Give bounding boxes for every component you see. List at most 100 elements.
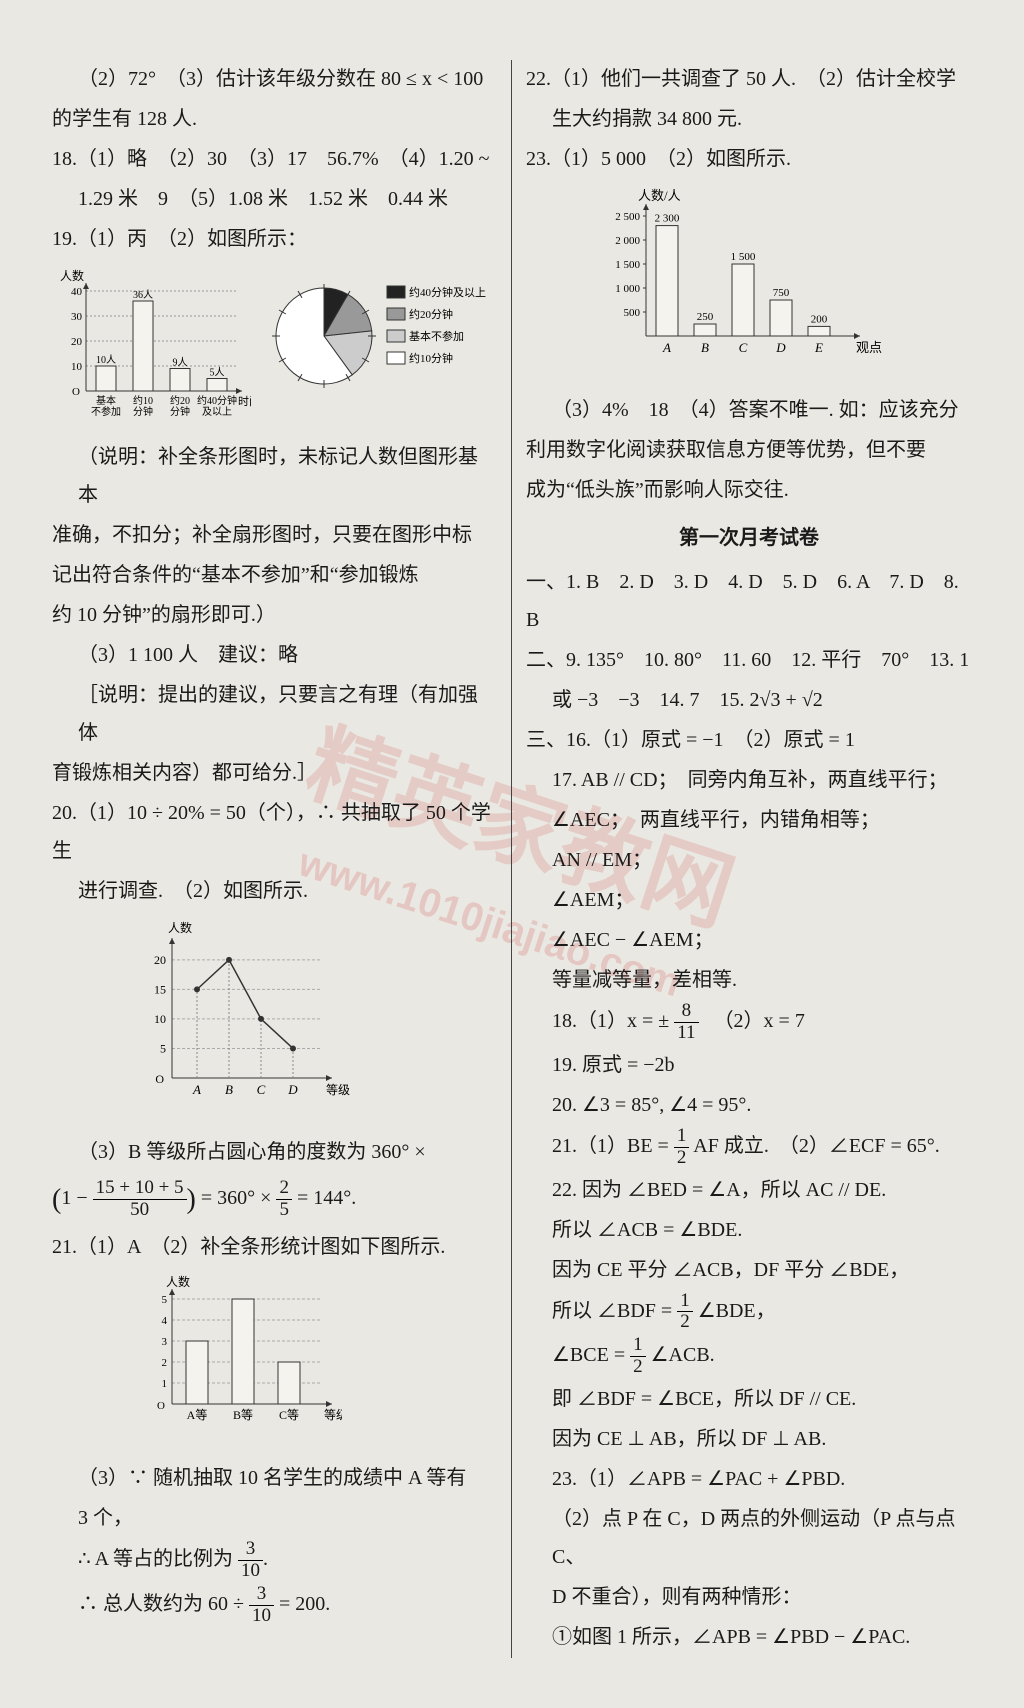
svg-text:A: A [192, 1082, 201, 1097]
q19-charts: 人数1020304010人基本不参加36人约10分钟9人约20分钟5人约40分钟… [52, 266, 497, 426]
svg-text:约40分钟: 约40分钟 [197, 394, 237, 407]
q22r5: ∠BCE = 12 ∠ACB. [526, 1335, 972, 1378]
q17-b: ∠AEC； 两直线平行，内错角相等； [526, 801, 972, 839]
svg-text:D: D [287, 1082, 298, 1097]
q22-line2: 生大约捐款 34 800 元. [526, 100, 972, 138]
note-line: 育锻炼相关内容）都可给分.］ [52, 754, 497, 792]
svg-text:1 000: 1 000 [615, 283, 640, 295]
q22r4: 所以 ∠BDF = 12 ∠BDE， [526, 1291, 972, 1334]
q20-line-chart: 人数5101520ABCDO等级 [132, 918, 352, 1108]
svg-text:10: 10 [154, 1012, 166, 1026]
q23r4: ①如图 1 所示，∠APB = ∠PBD − ∠PAC. [526, 1618, 972, 1656]
svg-text:B等: B等 [233, 1408, 253, 1422]
q23-bar-chart: 人数/人5001 0001 5002 0002 5002 300A250B1 5… [596, 186, 886, 366]
svg-text:B: B [225, 1082, 233, 1097]
svg-text:1 500: 1 500 [731, 251, 756, 263]
svg-text:约10: 约10 [133, 394, 153, 407]
q23-3: （3）4% 18 （4）答案不唯一. 如：应该充分 [526, 391, 972, 429]
svg-text:10人: 10人 [96, 354, 116, 366]
svg-text:200: 200 [811, 313, 828, 325]
q18-line1: 18.（1）略 （2）30 （3）17 56.7% （4）1.20 ~ [52, 140, 497, 178]
note-line: 记出符合条件的“基本不参加”和“参加锻炼 [52, 556, 497, 594]
svg-text:时间: 时间 [238, 395, 251, 408]
svg-text:36人: 36人 [133, 289, 153, 301]
q20-line1: 20.（1）10 ÷ 20% = 50（个），∴ 共抽取了 50 个学生 [52, 794, 497, 870]
q23-3c: 成为“低头族”而影响人际交往. [526, 471, 972, 509]
svg-text:1: 1 [162, 1378, 168, 1390]
q20-chart: 人数5101520ABCDO等级 [52, 918, 497, 1121]
exam-title: 第一次月考试卷 [526, 519, 972, 557]
svg-text:4: 4 [162, 1315, 168, 1327]
svg-text:D: D [775, 340, 786, 355]
q23r1: 23.（1）∠APB = ∠PAC + ∠PBD. [526, 1460, 972, 1498]
svg-text:A等: A等 [187, 1408, 208, 1422]
q18-line2: 1.29 米 9 （5）1.08 米 1.52 米 0.44 米 [52, 180, 497, 218]
svg-text:不参加: 不参加 [91, 405, 121, 418]
q17-f: 等量减等量，差相等. [526, 961, 972, 999]
svg-text:2 500: 2 500 [615, 211, 640, 223]
svg-text:观点: 观点 [856, 340, 882, 355]
svg-text:人数: 人数 [166, 1274, 190, 1289]
svg-text:9人: 9人 [173, 357, 188, 369]
svg-text:20: 20 [71, 336, 83, 348]
svg-text:1 500: 1 500 [615, 259, 640, 271]
section2b: 或 −3 −3 14. 7 15. 2√3 + √2 [526, 681, 972, 719]
q23r2: （2）点 P 在 C，D 两点的外侧运动（P 点与点 C、 [526, 1500, 972, 1576]
q21-3b: 3 个， [52, 1499, 497, 1537]
svg-text:人数/人: 人数/人 [638, 188, 681, 203]
q22r1: 22. 因为 ∠BED = ∠A，所以 AC // DE. [526, 1171, 972, 1209]
svg-text:2 000: 2 000 [615, 235, 640, 247]
svg-text:O: O [72, 386, 80, 398]
svg-text:5: 5 [160, 1041, 166, 1055]
svg-text:约40分钟及以上: 约40分钟及以上 [409, 285, 486, 299]
q23-3b: 利用数字化阅读获取信息方便等优势，但不要 [526, 431, 972, 469]
svg-text:5人: 5人 [210, 367, 225, 379]
svg-text:2: 2 [162, 1357, 168, 1369]
svg-text:500: 500 [624, 307, 641, 319]
q17-e: ∠AEC − ∠AEM； [526, 921, 972, 959]
q20r: 20. ∠3 = 85°, ∠4 = 95°. [526, 1086, 972, 1124]
svg-text:及以上: 及以上 [202, 406, 232, 418]
q23r3: D 不重合），则有两种情形： [526, 1578, 972, 1616]
svg-text:人数: 人数 [168, 920, 192, 935]
q22r6: 即 ∠BDF = ∠BCE，所以 DF // CE. [526, 1380, 972, 1418]
svg-text:20: 20 [154, 953, 166, 967]
q19-pie-chart: 约40分钟及以上约20分钟基本不参加约10分钟 [269, 266, 497, 416]
q22r3: 因为 CE 平分 ∠ACB，DF 平分 ∠BDE， [526, 1251, 972, 1289]
q23-chart: 人数/人5001 0001 5002 0002 5002 300A250B1 5… [526, 186, 972, 379]
svg-text:约20分钟: 约20分钟 [409, 307, 453, 321]
svg-text:2 300: 2 300 [655, 213, 680, 225]
section2: 二、9. 135° 10. 80° 11. 60 12. 平行 70° 13. … [526, 641, 972, 679]
svg-text:B: B [701, 340, 709, 355]
svg-text:C: C [257, 1082, 266, 1097]
q17-c: AN // EM； [526, 841, 972, 879]
q22r2: 所以 ∠ACB = ∠BDE. [526, 1211, 972, 1249]
q22r7: 因为 CE ⊥ AB，所以 DF ⊥ AB. [526, 1420, 972, 1458]
svg-text:约20: 约20 [170, 394, 190, 407]
q22-line1: 22.（1）他们一共调查了 50 人. （2）估计全校学 [526, 60, 972, 98]
note-line: 约 10 分钟”的扇形即可.） [52, 596, 497, 634]
svg-text:15: 15 [154, 982, 166, 996]
svg-text:C等: C等 [279, 1408, 299, 1422]
note-line: 准确，不扣分；补全扇形图时，只要在图形中标 [52, 516, 497, 554]
q21-3c: ∴ A 等占的比例为 310. [52, 1539, 497, 1582]
note-line: ［说明：提出的建议，只要言之有理（有加强体 [52, 676, 497, 752]
svg-text:O: O [157, 1400, 165, 1412]
svg-text:C: C [739, 340, 748, 355]
svg-text:约10分钟: 约10分钟 [409, 351, 453, 365]
svg-text:40: 40 [71, 286, 83, 298]
section3: 三、16.（1）原式 = −1 （2）原式 = 1 [526, 721, 972, 759]
q20-3a: （3）B 等级所占圆心角的度数为 360° × [52, 1133, 497, 1171]
svg-text:基本不参加: 基本不参加 [409, 329, 464, 343]
q17-a: 17. AB // CD； 同旁内角互补，两直线平行； [526, 761, 972, 799]
q20-line2: 进行调查. （2）如图所示. [52, 872, 497, 910]
q19-bar-chart: 人数1020304010人基本不参加36人约10分钟9人约20分钟5人约40分钟… [52, 266, 251, 426]
q19-3: （3）1 100 人 建议：略 [52, 636, 497, 674]
q23-line1: 23.（1）5 000 （2）如图所示. [526, 140, 972, 178]
svg-text:3: 3 [162, 1336, 168, 1348]
left-column: （2）72° （3）估计该年级分数在 80 ≤ x < 100 的学生有 128… [38, 60, 512, 1658]
q21-line1: 21.（1）A （2）补全条形统计图如下图所示. [52, 1228, 497, 1266]
right-column: 22.（1）他们一共调查了 50 人. （2）估计全校学 生大约捐款 34 80… [512, 60, 986, 1658]
q21r: 21.（1）BE = 12 AF 成立. （2）∠ECF = 65°. [526, 1126, 972, 1169]
q21-3a: （3）∵ 随机抽取 10 名学生的成绩中 A 等有 [52, 1459, 497, 1497]
